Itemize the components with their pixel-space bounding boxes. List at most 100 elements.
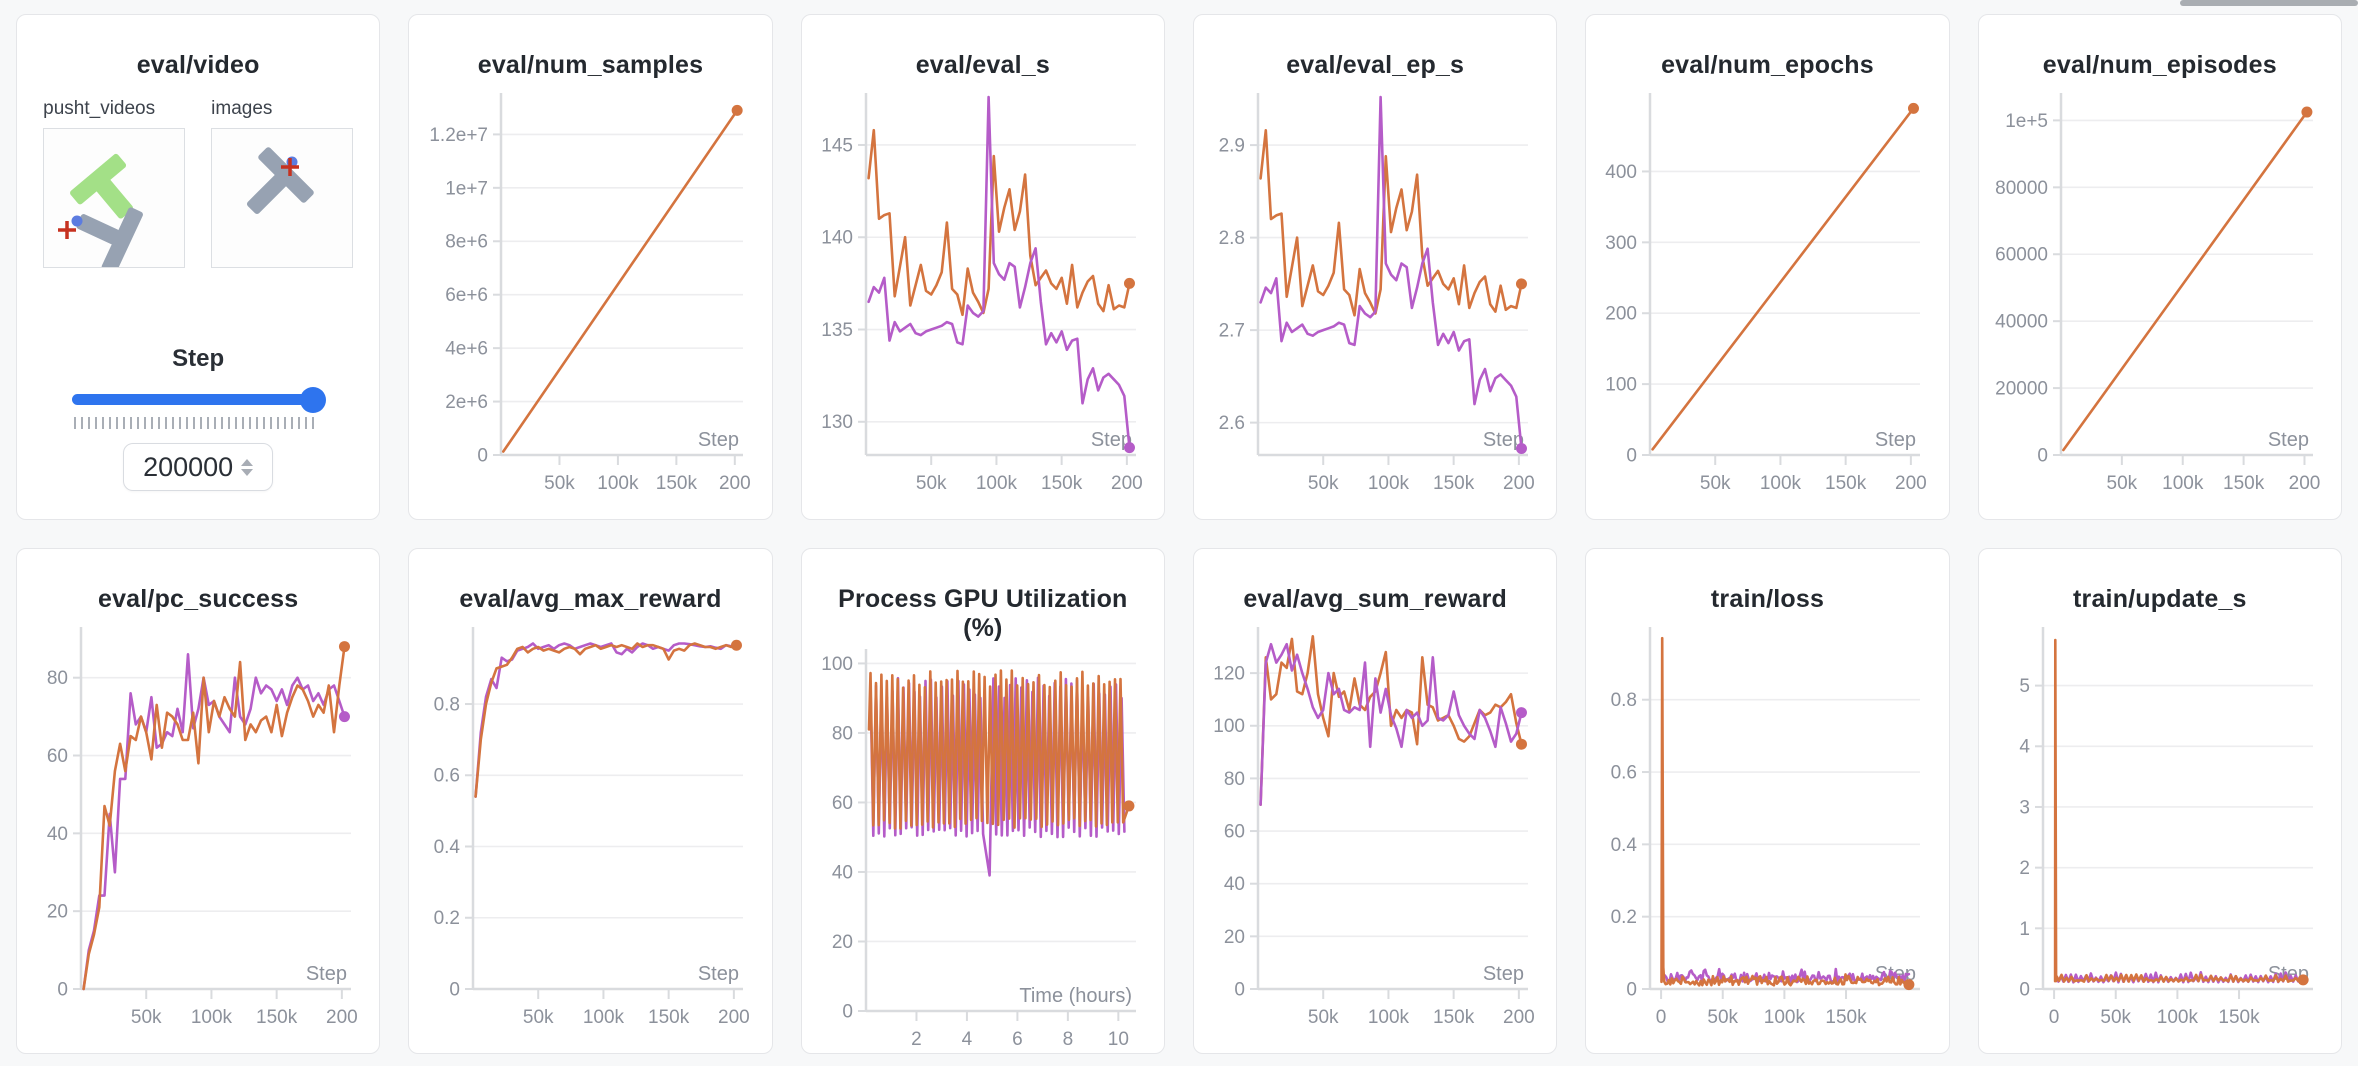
svg-text:Step: Step (1875, 429, 1916, 451)
svg-text:200: 200 (719, 1007, 751, 1028)
svg-text:100k: 100k (583, 1007, 625, 1028)
panel-title: eval/num_epochs (1661, 51, 1874, 79)
svg-text:0: 0 (2019, 979, 2030, 1000)
panel-eval-video[interactable]: eval/video pusht_videos (16, 14, 381, 520)
svg-text:40000: 40000 (1995, 312, 2048, 333)
svg-text:130: 130 (821, 412, 853, 433)
decrement-icon[interactable] (241, 468, 254, 476)
svg-text:80: 80 (832, 723, 853, 744)
svg-text:140: 140 (821, 228, 853, 249)
line-chart-eval-num-samples[interactable]: 0 2e+6 4e+6 6e+6 8e+6 1e+7 1.2e+7 50k 100k 150k 20… (423, 87, 757, 507)
svg-text:50k: 50k (545, 473, 576, 494)
panel-title: eval/eval_s (915, 51, 1050, 79)
svg-text:0.6: 0.6 (434, 766, 460, 787)
step-slider-track[interactable] (72, 394, 325, 405)
panel-eval-avg-max-reward[interactable]: eval/avg_max_reward 0 0.2 0.4 0.6 0.8 50k 100k… (408, 548, 773, 1054)
media-label: pusht_videos (43, 98, 156, 119)
line-chart-eval-avg-max-reward[interactable]: 0 0.2 0.4 0.6 0.8 50k 100k 150k 200 Step (423, 621, 757, 1041)
svg-text:20: 20 (1224, 927, 1245, 948)
svg-text:0: 0 (2049, 1007, 2060, 1028)
panel-train-loss[interactable]: train/loss 0 0.2 0.4 0.6 0.8 0 50k 100k 150k Step (1585, 548, 1950, 1054)
svg-text:1.2e+7: 1.2e+7 (430, 125, 489, 146)
svg-text:150k: 150k (1433, 473, 1475, 494)
line-chart-eval-num-episodes[interactable]: 0 20000 40000 60000 80000 1e+5 50k 100k 150k 200 S… (1993, 87, 2327, 507)
svg-text:60: 60 (47, 746, 68, 767)
svg-text:3: 3 (2019, 797, 2030, 818)
svg-text:100k: 100k (1764, 1007, 1806, 1028)
media-cell-pusht-videos[interactable]: pusht_videos (43, 98, 186, 274)
svg-text:200: 200 (326, 1007, 358, 1028)
line-chart-eval-avg-sum-reward[interactable]: 0 20 40 60 80 100 120 50k 100k 150k 200 Step (1208, 621, 1542, 1041)
svg-text:20000: 20000 (1995, 379, 2048, 400)
svg-text:0.2: 0.2 (1611, 907, 1637, 928)
panel-eval-avg-sum-reward[interactable]: eval/avg_sum_reward 0 20 40 60 80 100 120 50k 10… (1193, 548, 1558, 1054)
video-panel-body: pusht_videos (31, 80, 365, 507)
svg-text:300: 300 (1606, 233, 1638, 254)
svg-text:50k: 50k (916, 473, 947, 494)
line-chart-process-gpu-utilization[interactable]: 0 20 40 60 80 100 2 4 6 8 10 Time (hours) (816, 643, 1150, 1054)
panel-eval-eval-s[interactable]: eval/eval_s 130 135 140 145 50k 100k 150k 200 St… (800, 14, 1165, 520)
panel-eval-num-episodes[interactable]: eval/num_episodes 0 20000 40000 60000 80000 1… (1977, 14, 2342, 520)
panel-eval-num-epochs[interactable]: eval/num_epochs 0 100 200 300 400 50k 100k 150k… (1585, 14, 1950, 520)
svg-text:145: 145 (821, 135, 853, 156)
svg-text:Step: Step (1483, 429, 1524, 451)
svg-text:Step: Step (1483, 963, 1524, 985)
line-chart-eval-pc-success[interactable]: 0 20 40 60 80 50k 100k 150k 200 Step (31, 621, 365, 1041)
panel-eval-eval-ep-s[interactable]: eval/eval_ep_s 2.6 2.7 2.8 2.9 50k 100k 150k 20… (1193, 14, 1558, 520)
svg-text:2.7: 2.7 (1219, 321, 1245, 342)
horizontal-scrollbar[interactable] (2180, 0, 2358, 6)
svg-text:150k: 150k (656, 473, 698, 494)
step-slider-thumb[interactable] (300, 387, 327, 413)
svg-text:1e+5: 1e+5 (2005, 111, 2048, 132)
svg-text:150k: 150k (1041, 473, 1083, 494)
svg-text:Step: Step (698, 963, 739, 985)
svg-text:20: 20 (832, 932, 853, 953)
svg-text:40: 40 (47, 824, 68, 845)
line-chart-eval-num-epochs[interactable]: 0 100 200 300 400 50k 100k 150k 200 Step (1600, 87, 1934, 507)
increment-icon[interactable] (241, 458, 254, 466)
media-label: images (211, 98, 273, 119)
media-cell-images[interactable]: images (211, 98, 354, 268)
pusht-scene-icon (58, 153, 144, 274)
svg-text:1e+7: 1e+7 (446, 178, 489, 199)
panel-title: eval/num_samples (477, 51, 704, 79)
svg-text:100k: 100k (976, 473, 1018, 494)
svg-text:8: 8 (1062, 1029, 1073, 1050)
svg-text:2.6: 2.6 (1219, 413, 1245, 434)
step-value: 200000 (143, 451, 234, 482)
panel-eval-num-samples[interactable]: eval/num_samples 0 2e+6 4e+6 6e+6 8e+6 1e+7 1.… (408, 14, 773, 520)
svg-text:0: 0 (478, 445, 489, 466)
images-thumbnail[interactable] (211, 128, 354, 268)
svg-text:150k: 150k (649, 1007, 691, 1028)
svg-text:5: 5 (2019, 676, 2030, 697)
svg-text:120: 120 (1213, 664, 1245, 685)
pusht-video-thumbnail[interactable] (43, 128, 186, 274)
svg-text:0: 0 (1627, 979, 1638, 1000)
panel-title: train/update_s (2072, 585, 2247, 613)
svg-text:80000: 80000 (1995, 178, 2048, 199)
svg-text:2: 2 (911, 1029, 922, 1050)
svg-text:100k: 100k (598, 473, 640, 494)
step-slider-ruler (74, 417, 315, 429)
line-chart-eval-eval-ep-s[interactable]: 2.6 2.7 2.8 2.9 50k 100k 150k 200 Step (1208, 87, 1542, 507)
line-chart-eval-eval-s[interactable]: 130 135 140 145 50k 100k 150k 200 Step (816, 87, 1150, 507)
panel-eval-pc-success[interactable]: eval/pc_success 0 20 40 60 80 50k 100k 150k 200 S… (16, 548, 381, 1054)
step-slider[interactable] (72, 387, 327, 413)
svg-text:2: 2 (2019, 858, 2030, 879)
panel-title: eval/eval_ep_s (1286, 51, 1465, 79)
svg-text:50k: 50k (1308, 1007, 1339, 1028)
panel-train-update-s[interactable]: train/update_s 0 1 2 3 4 5 0 50k 100k 150k Step (1977, 548, 2342, 1054)
svg-text:6: 6 (1012, 1029, 1023, 1050)
step-number-input[interactable]: 200000 (123, 443, 274, 491)
svg-text:50k: 50k (523, 1007, 554, 1028)
svg-text:150k: 150k (2223, 473, 2265, 494)
svg-text:60: 60 (1224, 822, 1245, 843)
svg-text:60000: 60000 (1995, 245, 2048, 266)
stepper-arrows[interactable] (241, 458, 254, 476)
panel-process-gpu-utilization[interactable]: Process GPU Utilization (%) 0 20 40 60 80 100… (800, 548, 1165, 1054)
media-row: pusht_videos (31, 98, 365, 274)
panel-title: train/loss (1710, 585, 1825, 613)
svg-text:150k: 150k (256, 1007, 298, 1028)
